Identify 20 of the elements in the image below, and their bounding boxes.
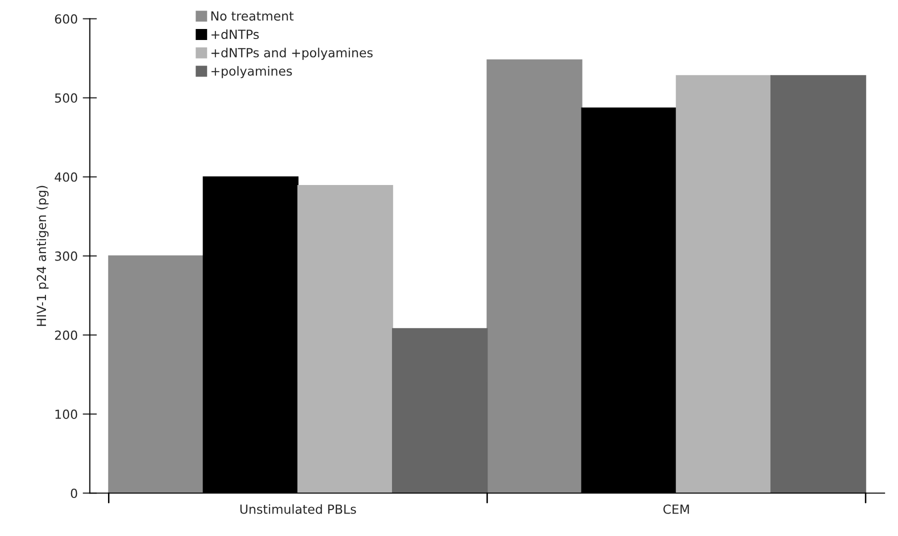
legend-label: +dNTPs and +polyamines xyxy=(211,48,373,60)
legend-label: No treatment xyxy=(211,11,294,21)
bar xyxy=(770,75,866,494)
x-tick-label: CEM xyxy=(663,504,689,514)
y-tick-label: 400 xyxy=(54,172,78,182)
y-tick-label: 300 xyxy=(55,251,78,261)
y-tick-label: 200 xyxy=(55,330,78,340)
y-axis-title: HIV-1 p24 antigen (pg) xyxy=(36,186,49,326)
y-tick-label: 0 xyxy=(70,488,78,498)
bar xyxy=(297,185,394,494)
bar xyxy=(108,255,204,494)
bar xyxy=(676,75,772,494)
y-tick-label: 500 xyxy=(55,93,78,103)
legend-label: +dNTPs xyxy=(211,29,259,40)
y-tick-label: 600 xyxy=(55,14,78,24)
bar xyxy=(392,328,488,494)
legend-label: +polyamines xyxy=(211,66,292,78)
x-tick-label: Unstimulated PBLs xyxy=(240,504,356,514)
y-tick-label: 100 xyxy=(56,410,78,419)
bar xyxy=(486,59,582,494)
